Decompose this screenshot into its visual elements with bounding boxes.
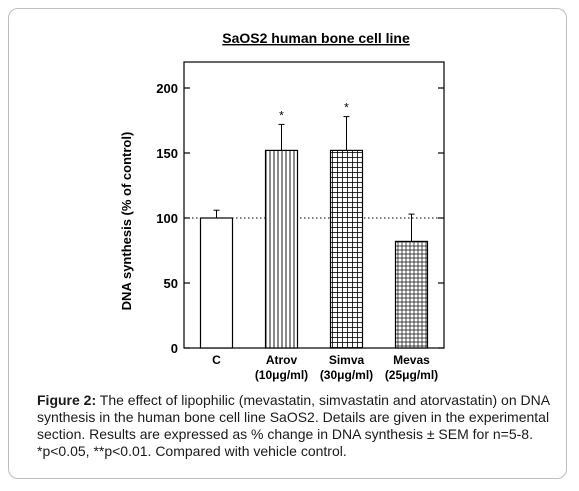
x-tick-sublabel: (30μg/ml) xyxy=(320,368,373,382)
x-tick-sublabel: (25μg/ml) xyxy=(385,368,438,382)
x-tick-sublabel: (10μg/ml) xyxy=(255,368,308,382)
y-tick-label: 150 xyxy=(156,146,178,161)
plot-area-frame xyxy=(183,61,445,349)
x-tick-label: Atrov xyxy=(266,353,298,367)
bar xyxy=(394,240,429,349)
x-tick-label: Mevas xyxy=(393,353,430,367)
y-axis-label: DNA synthesis (% of control) xyxy=(119,132,134,311)
y-tick-label: 50 xyxy=(164,276,178,291)
figure-caption: Figure 2: The effect of lipophilic (meva… xyxy=(37,392,557,460)
caption-text: The effect of lipophilic (mevastatin, si… xyxy=(37,392,550,459)
bar xyxy=(264,149,299,349)
caption-label: Figure 2: xyxy=(37,392,97,408)
y-tick-label: 100 xyxy=(156,211,178,226)
significance-marker: * xyxy=(279,108,284,122)
chart-title: SaOS2 human bone cell line xyxy=(222,30,410,46)
bar xyxy=(329,149,364,349)
significance-marker: * xyxy=(344,101,349,115)
bar xyxy=(199,217,234,349)
x-tick-label: Simva xyxy=(329,353,365,367)
y-tick-label: 200 xyxy=(156,81,178,96)
bar-chart: SaOS2 human bone cell line DNA synthesis… xyxy=(119,30,445,382)
x-tick-label: C xyxy=(212,353,221,367)
y-tick-label: 0 xyxy=(171,341,178,356)
